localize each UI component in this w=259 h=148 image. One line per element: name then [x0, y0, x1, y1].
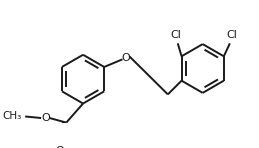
Text: Cl: Cl: [226, 30, 237, 40]
Text: Cl: Cl: [170, 30, 181, 40]
Text: O: O: [56, 146, 64, 148]
Text: O: O: [41, 113, 50, 123]
Text: O: O: [121, 53, 130, 63]
Text: CH₃: CH₃: [3, 111, 22, 122]
